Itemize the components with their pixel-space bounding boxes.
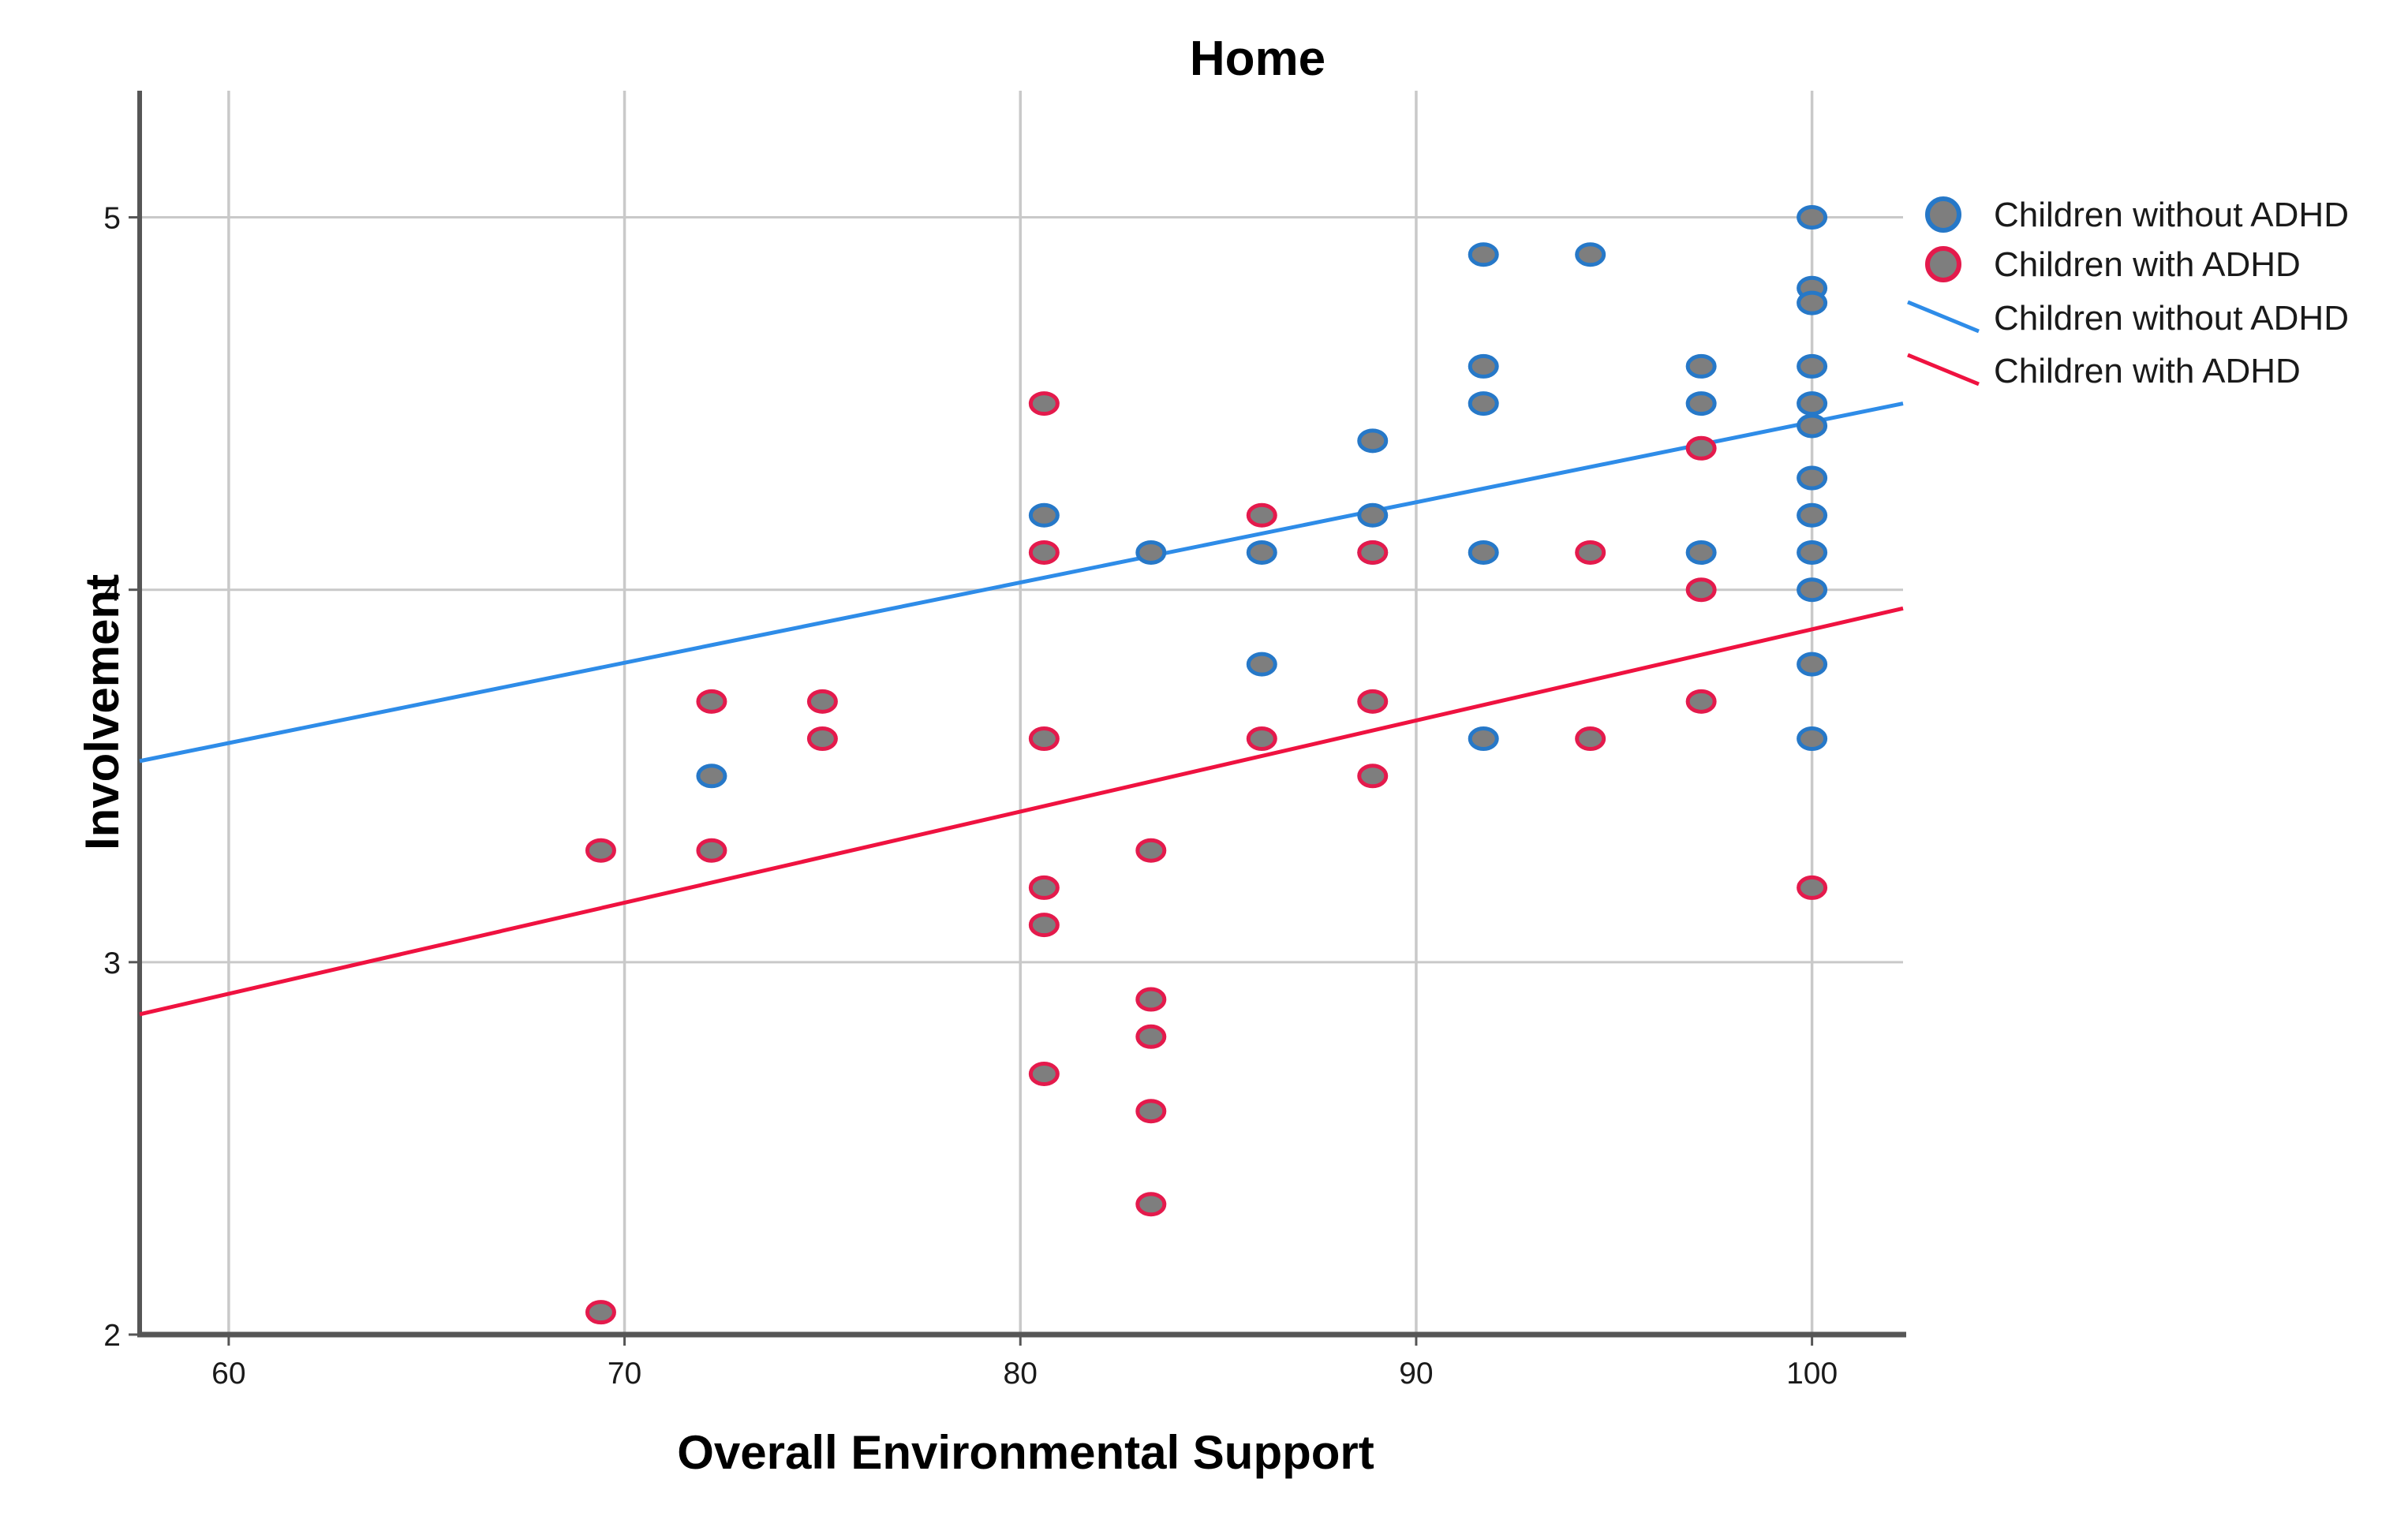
- x-axis-title: Overall Environmental Support: [677, 1426, 1374, 1479]
- x-tick-label: 80: [1004, 1357, 1038, 1391]
- y-tick-label: 4: [103, 574, 121, 608]
- data-point: [1797, 502, 1828, 528]
- data-points: [585, 205, 1828, 1325]
- axes: 60 70 80 90 100 2 3 4 5: [103, 91, 1906, 1391]
- x-tick-label: 70: [608, 1357, 641, 1391]
- data-point: [585, 838, 616, 863]
- legend-item: Children with ADHD: [1925, 245, 2301, 284]
- data-point: [1685, 540, 1717, 565]
- data-point: [1797, 577, 1828, 603]
- data-point: [696, 838, 727, 863]
- data-point: [1028, 913, 1060, 938]
- legend-item-label: Children with ADHD: [1994, 245, 2301, 284]
- legend: Children without ADHD Children with ADHD C…: [1907, 196, 2349, 390]
- data-point: [806, 726, 838, 752]
- data-point: [1135, 1099, 1167, 1124]
- data-point: [1028, 875, 1060, 900]
- data-point: [1797, 391, 1828, 416]
- data-point: [1028, 540, 1060, 565]
- data-point: [1246, 540, 1277, 565]
- data-point: [1468, 242, 1499, 267]
- data-point: [1797, 465, 1828, 491]
- chart-title: Home: [1190, 32, 1326, 86]
- data-point: [1135, 987, 1167, 1012]
- legend-item: Children without ADHD: [1925, 196, 2349, 234]
- y-axis-title: Involvement: [76, 574, 129, 850]
- legend-line-swatch: [1907, 300, 1980, 334]
- data-point: [1028, 726, 1060, 752]
- data-point: [1357, 428, 1389, 454]
- data-point: [1357, 689, 1389, 714]
- gridlines: [140, 91, 1903, 1335]
- fit-line: [139, 401, 1904, 764]
- data-point: [1028, 391, 1060, 416]
- fit-line: [139, 606, 1904, 1017]
- data-point: [1685, 391, 1717, 416]
- data-point: [1028, 1061, 1060, 1086]
- data-point: [1135, 1024, 1167, 1049]
- legend-item-label: Children without ADHD: [1994, 299, 2349, 338]
- data-point: [1357, 502, 1389, 528]
- legend-dot-swatch: [1925, 246, 1961, 282]
- data-point: [1246, 726, 1277, 752]
- data-point: [806, 689, 838, 714]
- fit-lines: [139, 401, 1904, 1017]
- data-point: [1685, 577, 1717, 603]
- data-point: [1685, 435, 1717, 461]
- x-tick-label: 90: [1399, 1357, 1433, 1391]
- x-tick-label: 100: [1786, 1357, 1838, 1391]
- data-point: [1357, 540, 1389, 565]
- data-point: [1135, 1192, 1167, 1217]
- data-point: [1797, 875, 1828, 900]
- data-point: [1575, 540, 1606, 565]
- data-point: [696, 764, 727, 789]
- data-point: [585, 1300, 616, 1325]
- legend-item-label: Children without ADHD: [1994, 196, 2349, 234]
- data-point: [1575, 242, 1606, 267]
- x-tick-label: 60: [211, 1357, 245, 1391]
- data-point: [1575, 726, 1606, 752]
- data-point: [1468, 353, 1499, 379]
- data-point: [1135, 540, 1167, 565]
- data-point: [1357, 764, 1389, 789]
- legend-item-label: Children with ADHD: [1994, 352, 2301, 390]
- y-tick-label: 2: [103, 1319, 121, 1353]
- data-point: [696, 689, 727, 714]
- data-point: [1685, 689, 1717, 714]
- y-tick-label: 3: [103, 947, 121, 980]
- data-point: [1797, 290, 1828, 316]
- data-point: [1135, 838, 1167, 863]
- data-point: [1468, 726, 1499, 752]
- data-point: [1797, 726, 1828, 752]
- data-point: [1028, 502, 1060, 528]
- data-point: [1797, 540, 1828, 565]
- data-point: [1685, 353, 1717, 379]
- y-tick-label: 5: [103, 202, 121, 236]
- legend-dot-swatch: [1925, 196, 1961, 233]
- legend-line-swatch: [1907, 353, 1980, 386]
- data-point: [1797, 652, 1828, 677]
- data-point: [1246, 502, 1277, 528]
- data-point: [1468, 540, 1499, 565]
- legend-item: Children with ADHD: [1907, 352, 2301, 390]
- data-point: [1797, 205, 1828, 230]
- data-point: [1246, 652, 1277, 677]
- legend-item: Children without ADHD: [1907, 299, 2349, 338]
- data-point: [1797, 353, 1828, 379]
- data-point: [1797, 413, 1828, 439]
- data-point: [1468, 391, 1499, 416]
